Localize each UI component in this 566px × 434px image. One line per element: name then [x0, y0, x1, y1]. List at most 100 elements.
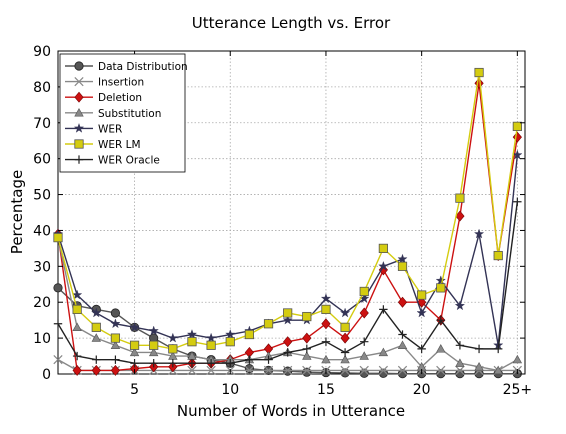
data-point	[321, 304, 331, 315]
legend-label: WER	[98, 123, 122, 135]
data-point	[397, 253, 408, 264]
legend-entry: Substitution	[65, 108, 161, 120]
data-point	[283, 348, 292, 357]
data-point	[302, 367, 312, 377]
data-point	[378, 243, 388, 253]
data-point	[340, 348, 350, 357]
data-point	[129, 347, 140, 357]
legend-entry: Deletion	[65, 91, 142, 104]
data-point	[53, 319, 63, 328]
data-point	[129, 340, 140, 350]
data-point	[455, 369, 465, 379]
data-point	[436, 283, 446, 293]
data-point	[71, 289, 83, 300]
data-point	[417, 344, 426, 354]
data-point	[72, 351, 82, 361]
legend-marker	[74, 61, 84, 71]
data-point	[205, 332, 217, 343]
data-point	[378, 347, 389, 357]
legend: Data Distribution Insertion Deletion Substi…	[59, 53, 188, 173]
x-tick-label: 20	[413, 382, 431, 398]
legend-label: WER Oracle	[98, 155, 160, 167]
data-point	[263, 319, 274, 329]
data-point	[206, 340, 216, 350]
data-point	[110, 318, 121, 329]
legend-marker	[74, 139, 84, 149]
data-point	[436, 365, 446, 376]
data-point	[226, 359, 235, 368]
data-point	[436, 369, 446, 379]
data-point	[186, 329, 198, 339]
data-point	[359, 307, 369, 319]
x-axis-label: Number of Words in Utterance	[177, 402, 405, 420]
data-point	[378, 365, 388, 376]
data-point	[110, 364, 121, 376]
legend-marker	[74, 76, 84, 87]
data-point	[187, 337, 197, 347]
data-point	[302, 351, 312, 360]
legend-marker	[73, 122, 85, 133]
data-point	[454, 300, 466, 311]
data-point	[283, 308, 293, 318]
data-point	[455, 341, 465, 350]
data-point	[397, 365, 408, 376]
legend-label: Data Distribution	[98, 61, 188, 73]
legend-marker	[74, 91, 84, 103]
data-point	[92, 355, 101, 364]
data-point	[72, 364, 82, 376]
data-point	[359, 365, 369, 376]
data-point	[110, 340, 121, 349]
data-point	[244, 364, 254, 374]
data-point	[397, 369, 408, 379]
data-point	[149, 359, 158, 368]
data-point	[436, 315, 445, 325]
data-point	[493, 250, 503, 261]
data-point	[148, 347, 159, 357]
data-point	[416, 307, 427, 318]
data-point	[340, 322, 350, 332]
series-data-distribution	[53, 283, 522, 379]
data-point	[455, 358, 465, 367]
data-point	[187, 359, 197, 368]
legend-entry: WER Oracle	[65, 155, 160, 167]
data-point	[206, 365, 216, 376]
data-point	[474, 67, 484, 78]
data-point	[244, 329, 254, 340]
data-point	[512, 354, 523, 364]
data-point	[321, 318, 331, 330]
chart-title: Utterance Length vs. Error	[192, 14, 391, 32]
data-point	[359, 368, 369, 378]
data-point	[91, 364, 101, 376]
data-point	[91, 322, 101, 332]
data-point	[359, 351, 369, 360]
data-point	[397, 296, 408, 308]
data-point	[283, 365, 293, 376]
data-point	[473, 228, 485, 239]
y-tick-label: 90	[33, 44, 51, 60]
data-point	[340, 354, 350, 364]
y-tick-label: 30	[33, 259, 51, 275]
y-tick-label: 0	[42, 367, 51, 383]
data-point	[129, 321, 140, 332]
data-point	[417, 296, 427, 308]
data-point	[340, 365, 350, 376]
legend-entry: Data Distribution	[65, 61, 188, 73]
y-tick-label: 20	[33, 295, 51, 311]
data-point	[397, 340, 408, 349]
data-point	[474, 344, 484, 354]
data-point	[264, 355, 273, 364]
data-point	[111, 355, 120, 364]
data-point	[398, 330, 407, 339]
data-point	[225, 337, 235, 347]
x-tick-label: 10	[221, 382, 239, 398]
data-point	[321, 337, 331, 346]
data-point	[187, 365, 197, 376]
data-point	[513, 197, 522, 206]
data-point	[53, 355, 63, 365]
y-tick-label: 80	[33, 80, 51, 96]
legend-entry: WER	[65, 122, 122, 135]
data-point	[91, 307, 102, 318]
y-tick-label: 40	[33, 223, 51, 239]
y-tick-label: 50	[33, 188, 51, 204]
